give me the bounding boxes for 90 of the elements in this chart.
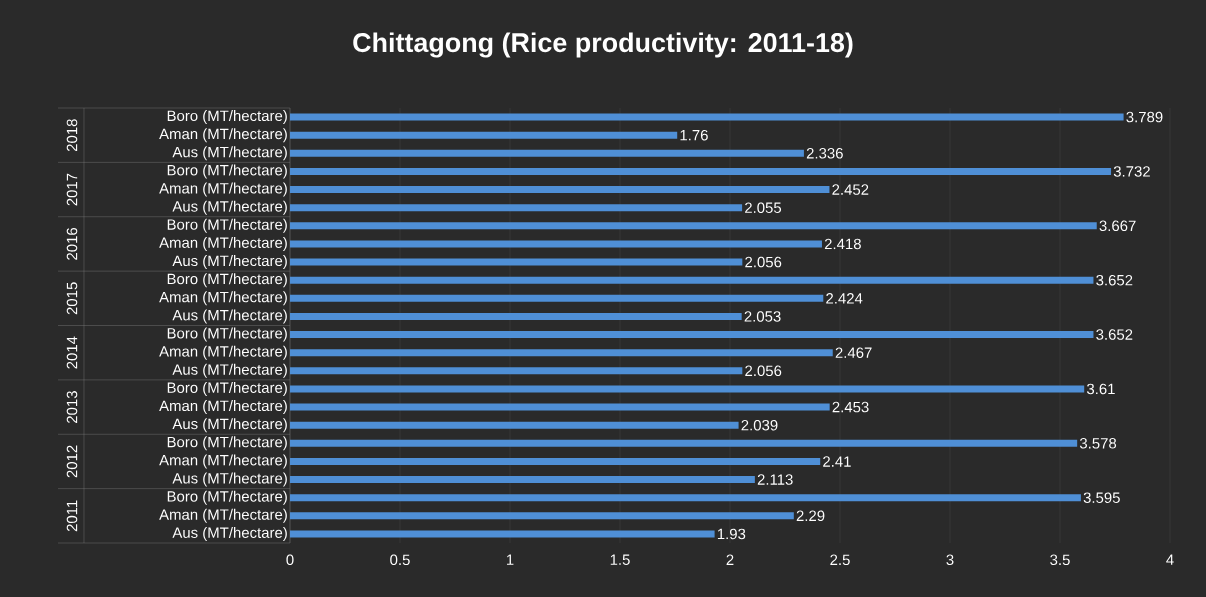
y-tick-label: Aman (MT/hectare) bbox=[159, 182, 287, 197]
data-label: 3.595 bbox=[1083, 492, 1120, 503]
bar bbox=[290, 294, 824, 302]
bar bbox=[290, 204, 743, 212]
data-label: 2.055 bbox=[745, 202, 782, 213]
y-tick-label: Boro (MT/hectare) bbox=[167, 110, 287, 125]
y-tick-label: Aus (MT/hectare) bbox=[172, 363, 287, 378]
y-tick-label: Aman (MT/hectare) bbox=[159, 508, 287, 523]
data-label: 1.93 bbox=[717, 528, 746, 540]
x-tick-label: 3.5 bbox=[1050, 554, 1070, 566]
data-label: 2.056 bbox=[745, 365, 782, 377]
bar bbox=[290, 276, 1094, 284]
bar bbox=[290, 349, 833, 357]
data-label: 3.652 bbox=[1096, 329, 1133, 340]
bar bbox=[290, 312, 742, 320]
data-label: 2.424 bbox=[826, 293, 863, 304]
data-label: 2.29 bbox=[796, 510, 825, 522]
bar bbox=[290, 512, 794, 520]
y-tick-label: Aman (MT/hectare) bbox=[159, 236, 287, 251]
x-tick-label: 2.5 bbox=[830, 554, 850, 566]
data-label: 2.467 bbox=[835, 347, 872, 358]
y-tick-label: Boro (MT/hectare) bbox=[167, 490, 287, 505]
data-label: 2.453 bbox=[832, 401, 869, 413]
bar bbox=[290, 186, 830, 194]
bar bbox=[290, 367, 743, 375]
y-tick-label: Aus (MT/hectare) bbox=[172, 146, 287, 161]
text: 2016 bbox=[66, 227, 78, 260]
bar bbox=[290, 331, 1094, 339]
y-tick-label: Aman (MT/hectare) bbox=[159, 345, 287, 360]
y-tick-label: Boro (MT/hectare) bbox=[167, 218, 287, 233]
data-label: 2.336 bbox=[806, 148, 843, 159]
text: 2012 bbox=[66, 445, 78, 478]
x-tick-label: 0 bbox=[286, 554, 294, 566]
data-label: 2.452 bbox=[832, 184, 869, 195]
bar bbox=[290, 222, 1097, 230]
y-tick-label: Aman (MT/hectare) bbox=[159, 128, 287, 143]
bar bbox=[290, 421, 739, 429]
data-label: 3.667 bbox=[1099, 220, 1136, 232]
bar bbox=[290, 167, 1112, 175]
data-label: 3.732 bbox=[1113, 166, 1150, 177]
text: 2015 bbox=[66, 282, 78, 315]
data-label: 2.039 bbox=[741, 419, 778, 431]
data-label: 2.056 bbox=[745, 256, 782, 268]
chart-title: Chittagong (Rice productivity: 2011-18) bbox=[353, 32, 853, 58]
text: 2011 bbox=[66, 500, 78, 532]
y-tick-label: Aman (MT/hectare) bbox=[159, 454, 287, 469]
text: 2017 bbox=[66, 173, 78, 206]
bar bbox=[290, 149, 804, 157]
x-tick-label: 1 bbox=[506, 554, 514, 565]
data-label: 3.652 bbox=[1096, 274, 1133, 286]
bar bbox=[290, 131, 678, 139]
y-tick-label: Boro (MT/hectare) bbox=[167, 381, 287, 396]
bar bbox=[290, 113, 1124, 121]
data-label: 3.789 bbox=[1126, 111, 1163, 123]
data-label: 3.61 bbox=[1086, 383, 1115, 395]
y-tick-label: Aus (MT/hectare) bbox=[172, 526, 287, 541]
y-tick-label: Aus (MT/hectare) bbox=[172, 200, 287, 215]
data-label: 2.113 bbox=[757, 474, 793, 485]
bar bbox=[290, 439, 1078, 447]
y-tick-label: Aman (MT/hectare) bbox=[159, 400, 287, 415]
x-tick-label: 0.5 bbox=[390, 554, 410, 566]
bar bbox=[290, 403, 830, 411]
bar bbox=[290, 530, 715, 538]
bar bbox=[290, 457, 821, 465]
bar bbox=[290, 240, 822, 248]
y-tick-label: Boro (MT/hectare) bbox=[167, 436, 287, 451]
y-tick-label: Aus (MT/hectare) bbox=[172, 309, 287, 324]
data-label: 2.053 bbox=[744, 311, 781, 322]
y-tick-label: Aus (MT/hectare) bbox=[172, 472, 287, 487]
text: 2013 bbox=[66, 391, 78, 423]
y-tick-label: Aman (MT/hectare) bbox=[159, 291, 287, 306]
y-tick-label: Boro (MT/hectare) bbox=[167, 273, 287, 288]
x-tick-label: 2 bbox=[726, 554, 734, 565]
text: 2014 bbox=[66, 336, 78, 369]
y-tick-label: Aus (MT/hectare) bbox=[172, 418, 287, 433]
data-label: 2.41 bbox=[823, 456, 851, 467]
y-tick-label: Boro (MT/hectare) bbox=[167, 327, 287, 342]
x-tick-label: 1.5 bbox=[610, 554, 630, 565]
x-tick-label: 4 bbox=[1166, 554, 1174, 565]
data-label: 2.418 bbox=[824, 238, 861, 250]
x-tick-label: 3 bbox=[946, 554, 954, 566]
bar bbox=[290, 385, 1085, 393]
y-tick-label: Aus (MT/hectare) bbox=[172, 255, 287, 270]
data-label: 3.578 bbox=[1079, 438, 1117, 449]
y-tick-label: Boro (MT/hectare) bbox=[167, 164, 287, 179]
bar bbox=[290, 476, 755, 484]
text: 2018 bbox=[66, 119, 78, 152]
bar bbox=[290, 258, 743, 266]
bar bbox=[290, 494, 1081, 502]
data-label: 1.76 bbox=[680, 129, 708, 141]
